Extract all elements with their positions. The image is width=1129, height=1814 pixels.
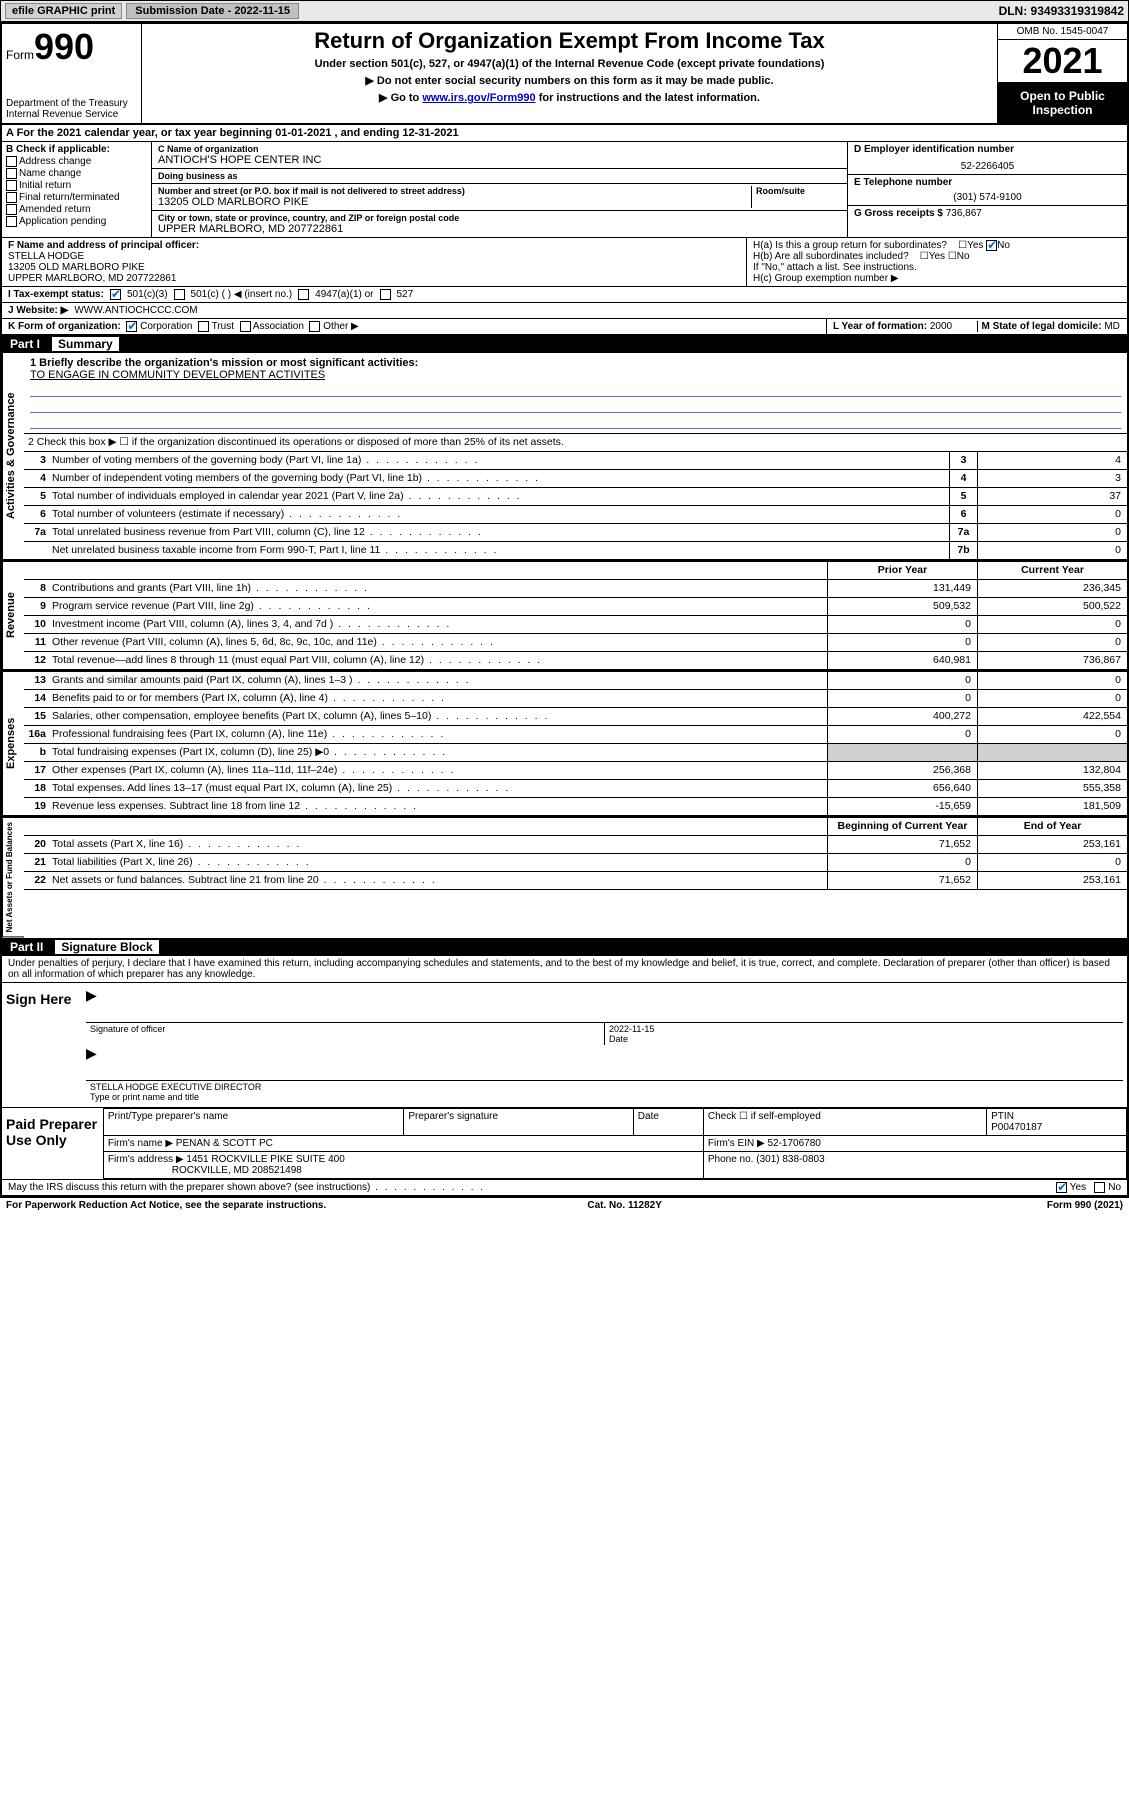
dln: DLN: 93493319319842: [999, 4, 1124, 18]
year-formation: 2000: [930, 321, 952, 332]
officer-name: STELLA HODGE: [8, 251, 740, 262]
row-a-tax-year: A For the 2021 calendar year, or tax yea…: [2, 125, 1127, 142]
mission-text: TO ENGAGE IN COMMUNITY DEVELOPMENT ACTIV…: [30, 369, 1121, 381]
chk-501c3[interactable]: [110, 289, 121, 300]
subtitle-3: ▶ Go to www.irs.gov/Form990 for instruct…: [146, 91, 993, 104]
summary-row: 21 Total liabilities (Part X, line 26) 0…: [24, 854, 1127, 872]
summary-row: 19 Revenue less expenses. Subtract line …: [24, 798, 1127, 816]
street-address: 13205 OLD MARLBORO PIKE: [158, 196, 751, 208]
chk-name-change[interactable]: [6, 168, 17, 179]
summary-row: 15 Salaries, other compensation, employe…: [24, 708, 1127, 726]
chk-amended[interactable]: [6, 204, 17, 215]
firm-phone: (301) 838-0803: [756, 1154, 824, 1165]
officer-name-title: STELLA HODGE EXECUTIVE DIRECTOR: [90, 1082, 261, 1092]
summary-row: 12 Total revenue—add lines 8 through 11 …: [24, 652, 1127, 670]
part-1-header: Part ISummary: [2, 335, 1127, 353]
summary-row: 13 Grants and similar amounts paid (Part…: [24, 672, 1127, 690]
sign-here-block: Sign Here ▶ Signature of officer 2022-11…: [2, 983, 1127, 1108]
ptin: P00470187: [991, 1122, 1042, 1133]
summary-row: Net unrelated business taxable income fr…: [24, 542, 1127, 560]
summary-row: 17 Other expenses (Part IX, column (A), …: [24, 762, 1127, 780]
vtab-expenses: Expenses: [2, 672, 24, 816]
row-i-tax-status: I Tax-exempt status: 501(c)(3) 501(c) ( …: [2, 287, 1127, 303]
form-header: Form990 Department of the Treasury Inter…: [2, 24, 1127, 125]
summary-row: 20 Total assets (Part X, line 16) 71,652…: [24, 836, 1127, 854]
summary-row: 22 Net assets or fund balances. Subtract…: [24, 872, 1127, 890]
gross-receipts: 736,867: [946, 208, 982, 219]
ein: 52-2266405: [854, 161, 1121, 172]
top-toolbar: efile GRAPHIC print Submission Date - 20…: [0, 0, 1129, 22]
dept-treasury: Department of the Treasury Internal Reve…: [6, 98, 137, 120]
page-footer: For Paperwork Reduction Act Notice, see …: [0, 1198, 1129, 1213]
summary-row: 7a Total unrelated business revenue from…: [24, 524, 1127, 542]
tax-year: 2021: [998, 40, 1127, 83]
paid-preparer-block: Paid Preparer Use Only Print/Type prepar…: [2, 1108, 1127, 1180]
chk-initial-return[interactable]: [6, 180, 17, 191]
summary-row: b Total fundraising expenses (Part IX, c…: [24, 744, 1127, 762]
chk-discuss-yes[interactable]: [1056, 1182, 1067, 1193]
website-url: WWW.ANTIOCHCCC.COM: [74, 305, 197, 316]
row-k-lm: K Form of organization: Corporation Trus…: [2, 319, 1127, 335]
summary-row: 18 Total expenses. Add lines 13–17 (must…: [24, 780, 1127, 798]
state-domicile: MD: [1104, 321, 1120, 332]
section-fh: F Name and address of principal officer:…: [2, 238, 1127, 287]
sign-date: 2022-11-15: [609, 1024, 654, 1034]
summary-row: 6 Total number of volunteers (estimate i…: [24, 506, 1127, 524]
discuss-row: May the IRS discuss this return with the…: [2, 1180, 1127, 1196]
chk-ha-no[interactable]: [986, 240, 997, 251]
chk-527[interactable]: [380, 289, 391, 300]
summary-row: 4 Number of independent voting members o…: [24, 470, 1127, 488]
omb-number: OMB No. 1545-0047: [998, 24, 1127, 40]
section-bcd: B Check if applicable: Address change Na…: [2, 142, 1127, 238]
firm-address: 1451 ROCKVILLE PIKE SUITE 400: [186, 1154, 344, 1165]
chk-corp[interactable]: [126, 321, 137, 332]
form-title: Return of Organization Exempt From Incom…: [146, 28, 993, 54]
part-2-header: Part IISignature Block: [2, 938, 1127, 956]
box-b: B Check if applicable: Address change Na…: [2, 142, 152, 237]
org-name: ANTIOCH'S HOPE CENTER INC: [158, 154, 841, 166]
row-j-website: J Website: ▶ WWW.ANTIOCHCCC.COM: [2, 303, 1127, 319]
irs-link[interactable]: www.irs.gov/Form990: [422, 92, 535, 104]
summary-row: 10 Investment income (Part VIII, column …: [24, 616, 1127, 634]
penalties-text: Under penalties of perjury, I declare th…: [2, 956, 1127, 983]
box-d: D Employer identification number 52-2266…: [847, 142, 1127, 237]
form-number: Form990: [6, 26, 137, 68]
mission-block: 1 Briefly describe the organization's mi…: [24, 353, 1127, 434]
summary-row: 3 Number of voting members of the govern…: [24, 452, 1127, 470]
subtitle-2: ▶ Do not enter social security numbers o…: [146, 74, 993, 87]
chk-discuss-no[interactable]: [1094, 1182, 1105, 1193]
firm-ein: 52-1706780: [767, 1138, 820, 1149]
chk-501c[interactable]: [174, 289, 185, 300]
summary-row: 16a Professional fundraising fees (Part …: [24, 726, 1127, 744]
open-to-public: Open to Public Inspection: [998, 83, 1127, 123]
line-2: 2 Check this box ▶ ☐ if the organization…: [24, 434, 1127, 451]
vtab-governance: Activities & Governance: [2, 353, 24, 560]
telephone: (301) 574-9100: [854, 192, 1121, 203]
submission-date: Submission Date - 2022-11-15: [126, 3, 299, 19]
summary-row: 9 Program service revenue (Part VIII, li…: [24, 598, 1127, 616]
city-state-zip: UPPER MARLBORO, MD 207722861: [158, 223, 841, 235]
chk-final-return[interactable]: [6, 192, 17, 203]
chk-app-pending[interactable]: [6, 216, 17, 227]
summary-row: 11 Other revenue (Part VIII, column (A),…: [24, 634, 1127, 652]
chk-other[interactable]: [309, 321, 320, 332]
box-c: C Name of organization ANTIOCH'S HOPE CE…: [152, 142, 847, 237]
efile-button[interactable]: efile GRAPHIC print: [5, 3, 122, 19]
subtitle-1: Under section 501(c), 527, or 4947(a)(1)…: [146, 58, 993, 70]
chk-assoc[interactable]: [240, 321, 251, 332]
vtab-revenue: Revenue: [2, 562, 24, 670]
firm-name: PENAN & SCOTT PC: [176, 1138, 273, 1149]
chk-address-change[interactable]: [6, 156, 17, 167]
vtab-net-assets: Net Assets or Fund Balances: [2, 818, 24, 937]
summary-row: 14 Benefits paid to or for members (Part…: [24, 690, 1127, 708]
chk-4947[interactable]: [298, 289, 309, 300]
summary-row: 5 Total number of individuals employed i…: [24, 488, 1127, 506]
form-990: Form990 Department of the Treasury Inter…: [0, 22, 1129, 1198]
summary-row: 8 Contributions and grants (Part VIII, l…: [24, 580, 1127, 598]
chk-trust[interactable]: [198, 321, 209, 332]
